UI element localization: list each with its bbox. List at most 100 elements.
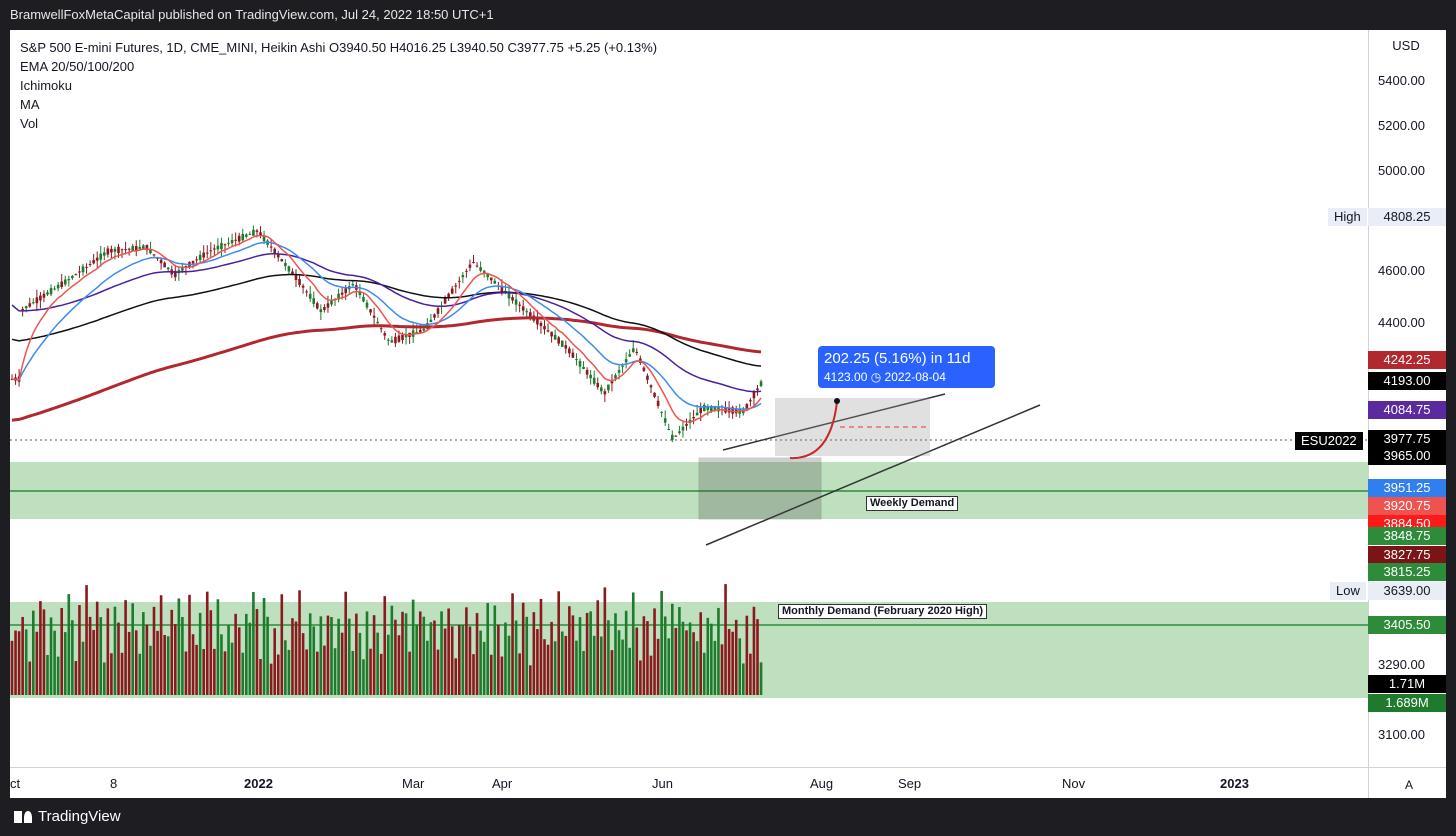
indicator-ema[interactable]: EMA 20/50/100/200 bbox=[20, 59, 135, 74]
candle-body bbox=[95, 257, 99, 261]
candle-body bbox=[312, 298, 316, 304]
candle-body bbox=[67, 279, 71, 281]
time-tick: 8 bbox=[110, 776, 118, 791]
candle-body bbox=[223, 244, 227, 246]
volume-bar bbox=[355, 613, 358, 695]
volume-bar bbox=[557, 591, 560, 695]
time-tick: Aug bbox=[810, 776, 834, 791]
volume-bar bbox=[447, 608, 450, 695]
volume-bar bbox=[156, 630, 159, 695]
candle-body bbox=[415, 331, 418, 333]
candle-body bbox=[699, 407, 702, 414]
volume-bar bbox=[560, 631, 564, 695]
candle-body bbox=[756, 388, 759, 391]
candle-body bbox=[671, 434, 674, 441]
candle-body bbox=[159, 259, 163, 264]
volume-bar bbox=[631, 592, 635, 695]
candle-body bbox=[749, 400, 752, 402]
indicator-ichimoku[interactable]: Ichimoku bbox=[20, 78, 73, 93]
volume-bar bbox=[411, 599, 415, 695]
weekly-demand-label[interactable]: Weekly Demand bbox=[866, 496, 959, 511]
symbol-tag: ESU2022 bbox=[1295, 432, 1363, 450]
volume-bar bbox=[475, 613, 479, 695]
candle-body bbox=[262, 235, 266, 241]
currency-label[interactable]: USD bbox=[1392, 38, 1420, 53]
volume-bar bbox=[539, 598, 543, 695]
candle-body bbox=[678, 431, 681, 434]
time-axis-border bbox=[10, 767, 1446, 768]
volume-bar bbox=[745, 615, 749, 695]
volume-bar bbox=[220, 634, 223, 695]
chart-area[interactable]: S&P 500 E-mini Futures, 1D, CME_MINI, He… bbox=[10, 30, 1446, 798]
candle-body bbox=[49, 288, 53, 295]
monthly-demand-label[interactable]: Monthly Demand (February 2020 High) bbox=[778, 604, 988, 619]
volume-bar bbox=[575, 640, 578, 695]
price-label: 3405.50 bbox=[1368, 616, 1446, 634]
candle-body bbox=[475, 265, 479, 267]
candle-body bbox=[379, 328, 383, 330]
volume-bar bbox=[667, 638, 671, 695]
candle-body bbox=[145, 244, 149, 251]
volume-bar bbox=[74, 661, 78, 695]
candle-body bbox=[63, 279, 67, 285]
volume-bar bbox=[347, 618, 351, 695]
volume-bar bbox=[660, 590, 663, 695]
volume-bar bbox=[518, 653, 521, 695]
volume-bar bbox=[127, 631, 131, 695]
candle-body bbox=[323, 307, 326, 310]
volume-bar bbox=[692, 632, 695, 695]
candle-body bbox=[273, 248, 276, 255]
volume-bar bbox=[546, 644, 550, 695]
volume-bar bbox=[163, 634, 166, 695]
volume-bar bbox=[230, 642, 234, 695]
volume-bar bbox=[142, 612, 145, 695]
candle-body bbox=[74, 274, 78, 276]
volume-bar bbox=[600, 636, 603, 695]
volume-bar bbox=[408, 651, 411, 695]
volume-bar bbox=[433, 620, 436, 695]
candle-body bbox=[656, 400, 660, 406]
lower-channel-line bbox=[705, 404, 1041, 546]
indicator-ma[interactable]: MA bbox=[20, 97, 40, 112]
indicator-vol[interactable]: Vol bbox=[20, 116, 39, 131]
symbol-legend[interactable]: S&P 500 E-mini Futures, 1D, CME_MINI, He… bbox=[20, 40, 658, 55]
volume-bar bbox=[71, 620, 74, 695]
tradingview-brand[interactable]: TradingView bbox=[14, 808, 121, 825]
candle-body bbox=[468, 264, 472, 268]
candle-body bbox=[237, 235, 241, 242]
candle-body bbox=[209, 250, 213, 252]
brand-name: TradingView bbox=[38, 808, 121, 825]
volume-bar bbox=[550, 621, 553, 695]
volume-bar bbox=[35, 631, 39, 695]
auto-scale-button[interactable]: A bbox=[1404, 778, 1413, 792]
candle-body bbox=[110, 248, 113, 253]
candle-body bbox=[131, 246, 134, 252]
volume-bar bbox=[276, 654, 280, 695]
candle-body bbox=[92, 260, 95, 264]
candle-body bbox=[401, 334, 404, 341]
time-tick: 2023 bbox=[1220, 776, 1249, 791]
price-label: 3977.75 bbox=[1368, 430, 1446, 448]
volume-bar bbox=[305, 649, 308, 695]
projection-bubble[interactable]: 202.25 (5.16%) in 11d 4123.00 ◷ 2022-08-… bbox=[818, 346, 995, 388]
volume-bar bbox=[585, 612, 589, 695]
price-plot[interactable] bbox=[10, 30, 1446, 798]
volume-bar bbox=[259, 658, 262, 695]
volume-bar bbox=[188, 594, 191, 695]
volume-bar bbox=[628, 647, 631, 695]
candle-body bbox=[81, 266, 85, 273]
volume-bar bbox=[404, 613, 408, 695]
candle-body bbox=[53, 288, 56, 290]
volume-bar bbox=[291, 618, 294, 695]
candle-body bbox=[663, 418, 667, 423]
volume-bar bbox=[56, 656, 60, 695]
candle-body bbox=[319, 309, 323, 313]
volume-bar bbox=[401, 611, 404, 695]
candle-body bbox=[149, 248, 152, 254]
candle-body bbox=[255, 230, 259, 232]
candle-body bbox=[734, 408, 738, 414]
volume-bar bbox=[46, 654, 49, 695]
volume-bar bbox=[578, 617, 582, 695]
candle-body bbox=[351, 284, 355, 286]
volume-bar bbox=[205, 591, 209, 695]
